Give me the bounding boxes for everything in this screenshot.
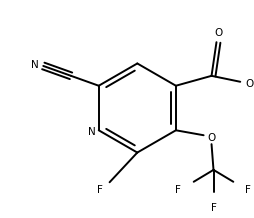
Text: F: F	[97, 185, 103, 195]
Text: N: N	[31, 60, 39, 70]
Text: F: F	[211, 203, 216, 213]
Text: F: F	[175, 185, 181, 195]
Text: O: O	[214, 28, 223, 38]
Text: N: N	[88, 127, 96, 137]
Text: O: O	[208, 133, 216, 143]
Text: F: F	[245, 185, 251, 195]
Text: O: O	[245, 79, 253, 89]
